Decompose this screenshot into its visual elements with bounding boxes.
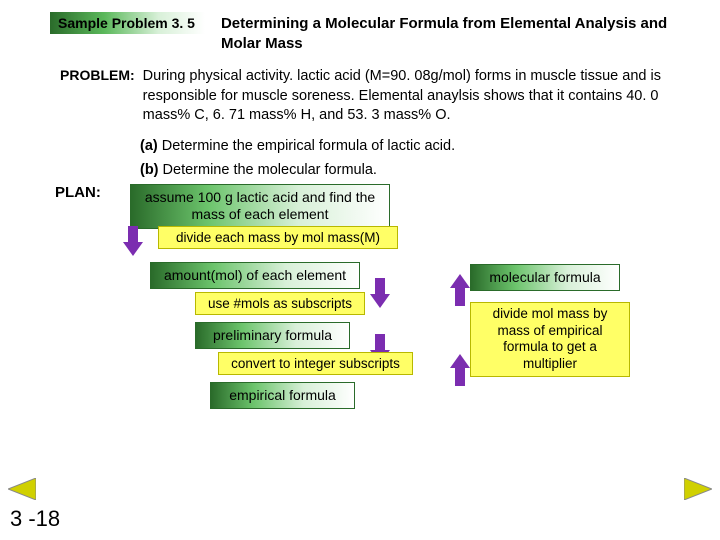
- page-number: 3 -18: [10, 506, 60, 532]
- arrow-down-icon: [123, 242, 143, 256]
- next-slide-button[interactable]: [684, 478, 712, 500]
- part-b-text: Determine the molecular formula.: [159, 162, 377, 178]
- page-title: Determining a Molecular Formula from Ele…: [221, 12, 700, 53]
- box-divide-molmass: divide mol mass by mass of empirical for…: [470, 302, 630, 378]
- box-divide-mass: divide each mass by mol mass(M): [158, 226, 398, 249]
- part-b: (b) Determine the molecular formula.: [0, 162, 720, 178]
- plan-label: PLAN:: [55, 184, 101, 201]
- part-b-label: (b): [140, 162, 159, 178]
- problem-text: During physical activity. lactic acid (M…: [143, 67, 680, 126]
- prev-slide-button[interactable]: [8, 478, 36, 500]
- box-use-mols: use #mols as subscripts: [195, 292, 365, 315]
- arrow-down-icon: [370, 294, 390, 308]
- part-a-text: Determine the empirical formula of lacti…: [158, 138, 455, 154]
- sample-problem-badge: Sample Problem 3. 5: [50, 12, 205, 34]
- box-preliminary: preliminary formula: [195, 322, 350, 350]
- box-convert-int: convert to integer subscripts: [218, 352, 413, 375]
- arrow-up-icon: [450, 354, 470, 368]
- arrow-up-icon: [450, 274, 470, 288]
- box-molecular: molecular formula: [470, 264, 620, 292]
- problem-label: PROBLEM:: [60, 67, 135, 126]
- box-amount-mol: amount(mol) of each element: [150, 262, 360, 290]
- box-empirical: empirical formula: [210, 382, 355, 410]
- box-assume: assume 100 g lactic acid and find the ma…: [130, 184, 390, 229]
- part-a-label: (a): [140, 138, 158, 154]
- part-a: (a) Determine the empirical formula of l…: [0, 138, 720, 154]
